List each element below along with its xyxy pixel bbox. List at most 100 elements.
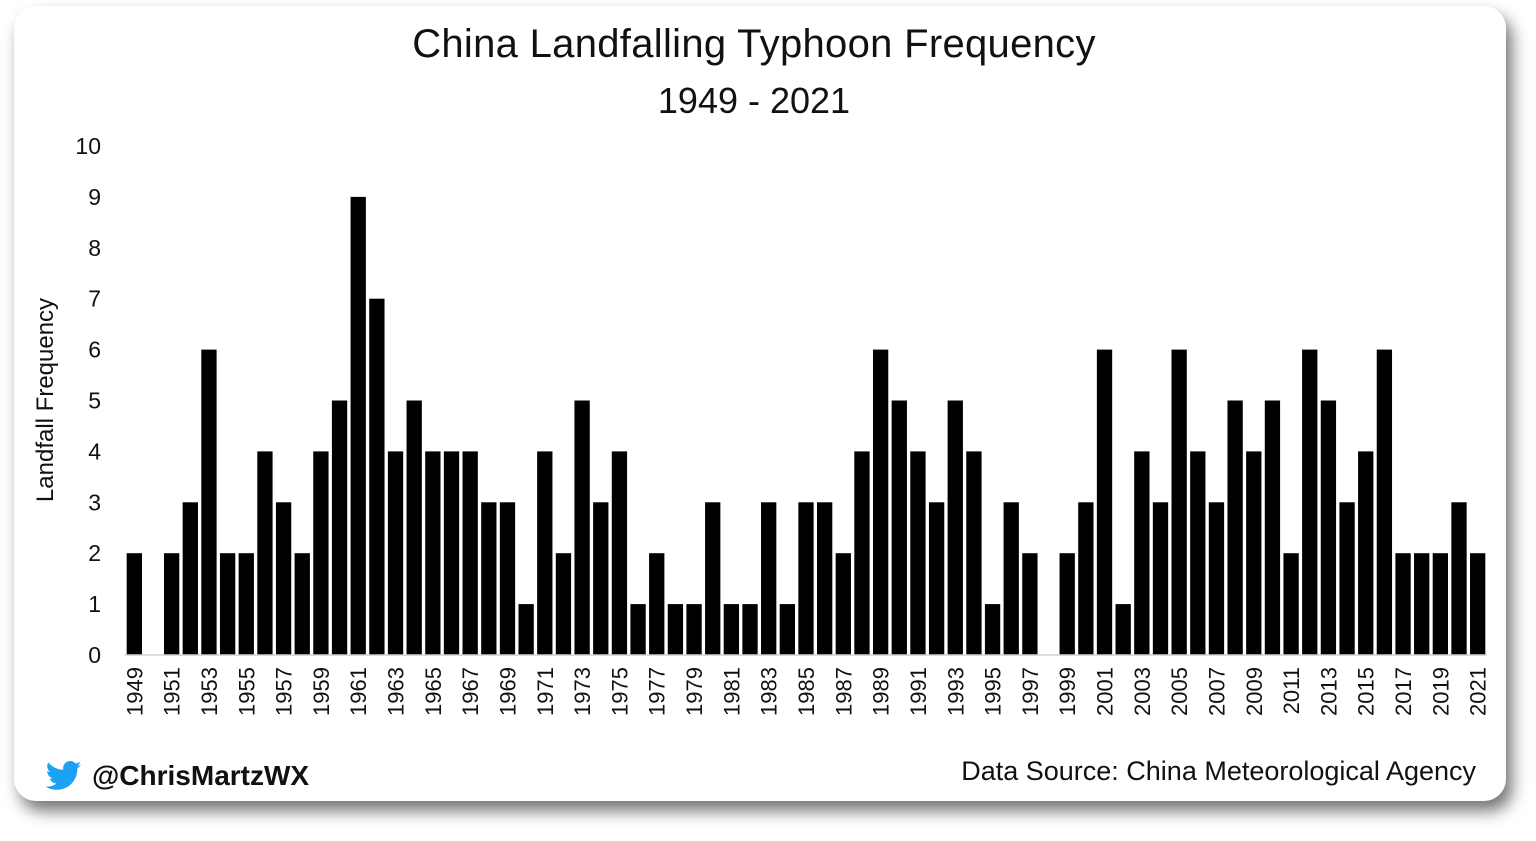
bar-1956	[257, 451, 273, 655]
bar-1981	[723, 604, 740, 655]
x-tick-label: 1997	[1018, 667, 1043, 716]
bar-2010	[1264, 400, 1281, 655]
x-tick-label: 1991	[906, 667, 931, 716]
x-tick-label: 2011	[1279, 667, 1304, 714]
y-axis-ticks: 0 1 2 3 4 5 6 7 8 9 10	[75, 133, 101, 668]
y-tick-label: 2	[88, 540, 101, 566]
bar-1964	[406, 400, 422, 655]
bar-2004	[1152, 502, 1169, 655]
twitter-bird-icon	[46, 761, 82, 790]
x-tick-label: 1977	[645, 667, 670, 716]
bar-1963	[387, 451, 404, 655]
bar-1973	[574, 400, 590, 655]
x-tick-label: 1965	[421, 667, 446, 716]
bar-1965	[425, 451, 441, 655]
bar-1984	[779, 604, 795, 655]
bar-1969	[499, 502, 516, 655]
bar-1978	[667, 604, 684, 655]
bar-1989	[872, 349, 889, 655]
bar-1953	[201, 349, 217, 655]
y-tick-label: 8	[88, 235, 101, 261]
bar-1960	[331, 400, 348, 655]
x-tick-label: 1957	[272, 667, 297, 716]
x-axis-ticks: 1949 1951 1953 1955 1957 1959 1961 1963 1965 1967…	[122, 667, 1490, 716]
bar-1983	[761, 502, 777, 655]
bar-1972	[555, 553, 572, 655]
bar-1987	[835, 553, 851, 655]
bar-2011	[1283, 553, 1299, 655]
y-tick-label: 9	[88, 184, 101, 210]
x-tick-label: 1953	[197, 667, 222, 716]
y-tick-label: 3	[88, 489, 101, 515]
bar-1977	[649, 553, 665, 655]
bar-2014	[1339, 502, 1355, 655]
x-tick-label: 1995	[981, 667, 1006, 716]
bar-2019	[1432, 553, 1449, 655]
bar-1975	[611, 451, 628, 655]
x-tick-label: 2005	[1167, 667, 1192, 716]
data-source-note: Data Source: China Meteorological Agency	[961, 756, 1476, 786]
x-tick-label: 1961	[346, 667, 371, 716]
x-tick-label: 2019	[1428, 667, 1453, 716]
y-tick-label: 5	[88, 388, 101, 414]
x-tick-label: 1951	[160, 667, 185, 716]
x-tick-label: 1959	[309, 667, 334, 716]
y-tick-label: 4	[88, 438, 101, 464]
x-tick-label: 2013	[1316, 667, 1341, 716]
bar-2021	[1470, 553, 1486, 655]
bar-1992	[928, 502, 945, 655]
x-tick-label: 2001	[1093, 667, 1118, 716]
bar-2009	[1246, 451, 1262, 655]
twitter-credit: @ChrisMartzWX	[46, 760, 309, 792]
y-tick-label: 6	[88, 337, 101, 363]
bar-1968	[481, 502, 497, 655]
bar-1970	[518, 604, 534, 655]
bars	[126, 196, 1486, 655]
bar-2001	[1096, 349, 1113, 655]
x-tick-label: 1987	[831, 667, 856, 716]
x-tick-label: 1985	[794, 667, 819, 716]
bar-1962	[369, 298, 385, 655]
bar-2013	[1320, 400, 1337, 655]
x-tick-label: 1981	[719, 667, 744, 716]
bar-1985	[798, 502, 814, 655]
bar-2016	[1376, 349, 1393, 655]
x-tick-label: 1993	[943, 667, 968, 716]
bar-1949	[126, 553, 142, 655]
bar-2005	[1171, 349, 1187, 655]
bar-1994	[966, 451, 982, 655]
bar-2007	[1208, 502, 1225, 655]
bar-1986	[817, 502, 833, 655]
bar-2003	[1134, 451, 1150, 655]
chart-subtitle: 1949 - 2021	[657, 80, 851, 121]
y-tick-label: 0	[88, 642, 101, 668]
bar-1951	[163, 553, 180, 655]
x-tick-label: 1973	[570, 667, 595, 716]
chart-title: China Landfalling Typhoon Frequency	[412, 22, 1096, 66]
chart-card	[14, 6, 1506, 801]
bar-2000	[1078, 502, 1094, 655]
bar-2018	[1414, 553, 1430, 655]
x-tick-label: 1963	[384, 667, 409, 716]
bar-1976	[630, 604, 646, 655]
x-tick-label: 1989	[869, 667, 894, 716]
bar-1952	[182, 502, 198, 655]
bar-1999	[1059, 553, 1075, 655]
x-tick-label: 1971	[533, 667, 558, 716]
bar-1993	[947, 400, 963, 655]
x-tick-label: 2017	[1391, 667, 1416, 716]
y-tick-label: 7	[88, 286, 101, 312]
bar-1990	[891, 400, 907, 655]
bar-1971	[537, 451, 553, 655]
x-tick-label: 2009	[1242, 667, 1267, 716]
x-tick-label: 1949	[122, 667, 147, 716]
bar-1982	[742, 604, 758, 655]
bar-2006	[1190, 451, 1206, 655]
bar-1996	[1003, 502, 1019, 655]
bar-1980	[705, 502, 721, 655]
bar-2008	[1227, 400, 1243, 655]
x-tick-label: 2003	[1130, 667, 1155, 716]
bar-1979	[686, 604, 702, 655]
x-tick-label: 2015	[1354, 667, 1379, 716]
